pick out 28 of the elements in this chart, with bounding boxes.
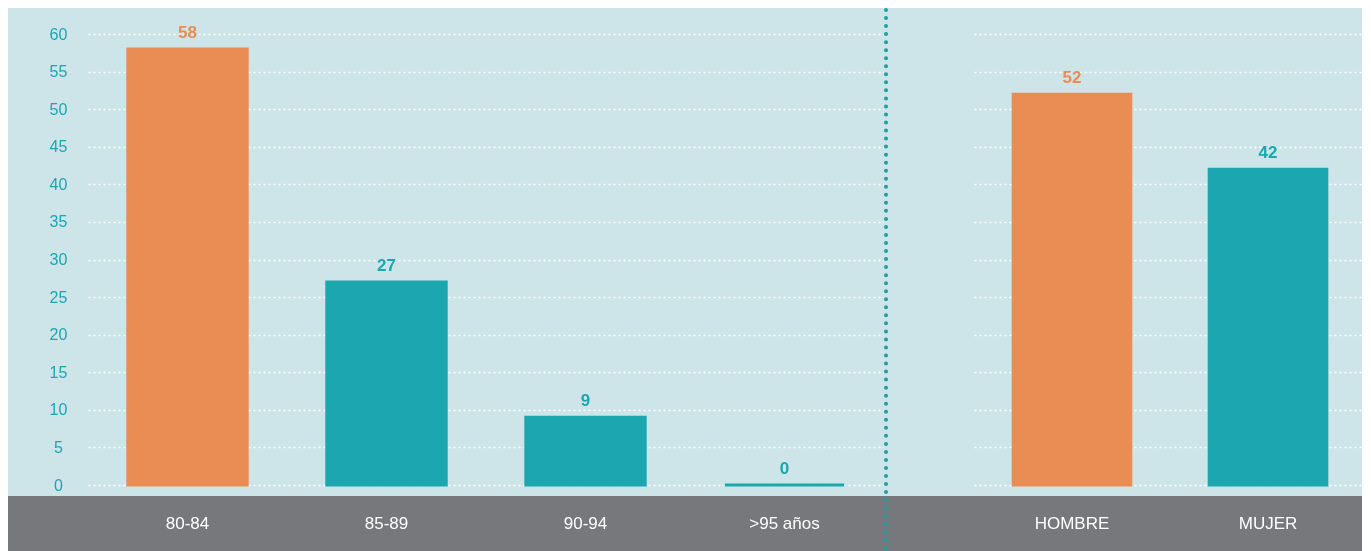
data-label: 0 — [779, 459, 790, 478]
y-tick-label: 35 — [49, 213, 68, 231]
y-tick-label: 55 — [49, 63, 68, 81]
data-label: 42 — [1258, 143, 1278, 163]
y-tick-label: 25 — [49, 288, 68, 306]
y-tick-label: 60 — [49, 25, 68, 43]
x-tick-label: 85-89 — [364, 513, 409, 533]
x-tick-label: MUJER — [1238, 513, 1298, 533]
data-label: 9 — [580, 391, 591, 411]
y-tick-label: 0 — [54, 476, 64, 494]
bar — [126, 47, 249, 487]
y-tick-label: 20 — [49, 326, 68, 344]
y-tick-label: 45 — [49, 138, 68, 156]
y-tick-label: 15 — [49, 363, 68, 381]
y-tick-label: 10 — [49, 401, 68, 419]
y-tick-label: 50 — [49, 100, 68, 118]
data-label: 27 — [377, 256, 396, 276]
y-tick-label: 30 — [49, 251, 68, 268]
x-tick-label: HOMBRE — [1034, 513, 1110, 533]
x-tick-label: >95 años — [749, 513, 820, 533]
y-tick-label: 40 — [49, 175, 68, 193]
x-tick-label: 90-94 — [563, 513, 608, 533]
data-label: 52 — [1062, 68, 1082, 88]
y-tick-label: 5 — [54, 438, 64, 456]
data-label: 58 — [178, 23, 197, 43]
bar — [524, 415, 647, 487]
bar — [325, 280, 448, 487]
x-tick-label: 80-84 — [165, 513, 210, 533]
